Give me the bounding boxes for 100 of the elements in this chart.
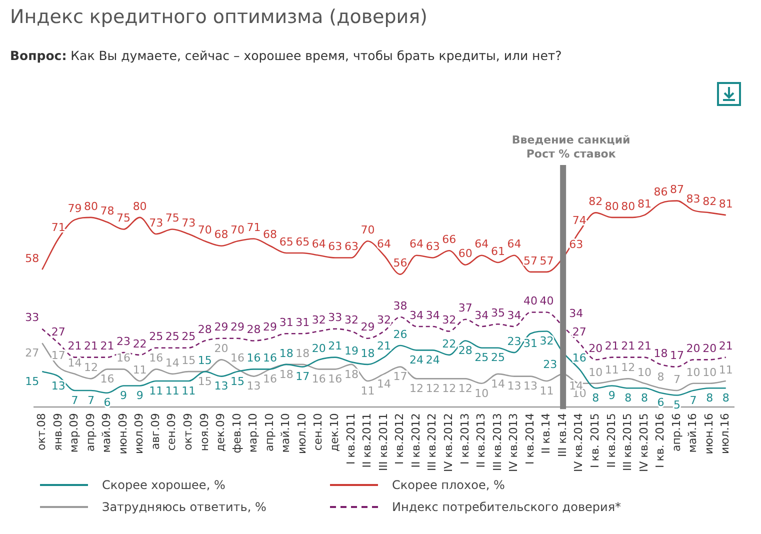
x-tick-label: мар.09 xyxy=(68,413,81,453)
data-label: 24 xyxy=(410,354,424,367)
data-label: 15 xyxy=(25,374,40,388)
data-label: 23 xyxy=(543,358,558,371)
x-tick-label: июн.09 xyxy=(116,413,130,454)
data-label: 21 xyxy=(377,340,391,353)
x-tick-label: июл.16 xyxy=(718,413,732,454)
data-label: 80 xyxy=(84,200,98,213)
data-label: 32 xyxy=(312,314,326,327)
x-tick-label: I кв. 2016 xyxy=(654,413,667,468)
data-label: 8 xyxy=(722,392,730,405)
data-label: 14 xyxy=(377,377,391,390)
data-label: 32 xyxy=(344,314,358,327)
data-label: 16 xyxy=(100,372,114,386)
data-label: 63 xyxy=(426,240,440,254)
data-label: 57 xyxy=(524,254,538,268)
x-tick-label: июл.10 xyxy=(295,413,308,454)
data-label: 6 xyxy=(104,396,111,410)
data-label: 60 xyxy=(458,247,472,260)
data-label: 9 xyxy=(136,389,144,402)
data-label: 64 xyxy=(507,238,522,251)
data-label: 13 xyxy=(51,380,66,393)
data-label: 81 xyxy=(637,197,652,210)
x-tick-label: III кв.14 xyxy=(556,413,569,457)
data-label: 13 xyxy=(524,380,538,393)
data-label: 28 xyxy=(246,323,261,336)
data-label: 11 xyxy=(165,384,180,398)
data-label: 11 xyxy=(718,363,733,376)
data-label: 32 xyxy=(442,314,456,327)
x-tick-label: окт.09 xyxy=(182,413,195,450)
data-label: 16 xyxy=(230,352,244,365)
x-tick-label: окт.08 xyxy=(35,413,48,450)
data-label: 11 xyxy=(182,384,196,398)
data-label: 15 xyxy=(198,374,212,388)
data-label: 12 xyxy=(426,382,440,396)
data-label: 21 xyxy=(621,340,636,353)
x-tick-label: III кв.2013 xyxy=(490,413,504,471)
x-tick-label: IV кв.2015 xyxy=(637,413,650,472)
data-label: 29 xyxy=(360,320,375,334)
data-label: 83 xyxy=(686,192,700,206)
x-tick-label: I кв.2011 xyxy=(344,413,358,464)
data-label: 82 xyxy=(702,195,717,208)
data-label: 33 xyxy=(25,311,40,324)
data-label: 17 xyxy=(51,349,66,362)
x-tick-label: I кв.2014 xyxy=(523,413,536,464)
data-label: 12 xyxy=(442,382,456,396)
data-label: 33 xyxy=(328,311,342,324)
x-tick-label: май.10 xyxy=(279,413,292,453)
data-label: 23 xyxy=(116,334,131,348)
data-label: 31 xyxy=(524,336,538,350)
data-label: 16 xyxy=(149,352,164,365)
data-label: 18 xyxy=(360,346,375,360)
data-label: 86 xyxy=(654,186,668,199)
x-tick-label: I кв.2013 xyxy=(458,413,472,464)
data-label: 31 xyxy=(279,316,294,329)
data-label: 18 xyxy=(296,346,310,360)
data-label: 10 xyxy=(474,386,489,400)
data-label: 32 xyxy=(377,314,391,327)
x-tick-label: апр.16 xyxy=(670,413,683,452)
data-label: 16 xyxy=(312,372,326,386)
x-tick-label: апр.09 xyxy=(84,413,97,452)
data-label: 21 xyxy=(718,340,733,353)
data-label: 34 xyxy=(410,308,424,322)
x-tick-label: мар.10 xyxy=(246,413,260,453)
x-tick-label: II кв.14 xyxy=(540,413,553,454)
data-label: 25 xyxy=(165,330,180,344)
data-label: 7 xyxy=(87,394,94,407)
data-label: 25 xyxy=(490,351,505,364)
data-label: 12 xyxy=(410,382,424,396)
data-label: 11 xyxy=(540,384,554,398)
data-label: 8 xyxy=(624,392,632,405)
data-label: 29 xyxy=(214,320,228,334)
data-label: 74 xyxy=(572,214,586,228)
data-label: 64 xyxy=(377,238,391,251)
legend-label: Индекс потребительского доверия* xyxy=(392,500,622,514)
data-label: 10 xyxy=(588,366,603,379)
data-label: 63 xyxy=(344,240,358,254)
data-label: 40 xyxy=(524,294,538,308)
data-label: 9 xyxy=(608,389,616,402)
data-label: 70 xyxy=(198,223,212,236)
data-label: 70 xyxy=(230,223,244,236)
x-tick-label: сен.10 xyxy=(312,413,325,451)
legend-label: Затрудняюсь ответить, % xyxy=(102,500,266,514)
data-label: 29 xyxy=(230,320,244,334)
chart-subtitle: Вопрос: Как Вы думаете, сейчас – хорошее время, чтобы брать кредиты, или нет? xyxy=(10,48,562,63)
data-label: 21 xyxy=(637,340,652,353)
data-label: 38 xyxy=(393,299,408,312)
data-label: 7 xyxy=(690,394,697,407)
data-label: 81 xyxy=(718,197,733,210)
x-tick-label: IV кв.2013 xyxy=(507,413,520,472)
data-label: 73 xyxy=(182,216,196,230)
data-label: 17 xyxy=(670,349,684,362)
data-label: 8 xyxy=(592,392,600,405)
legend-label: Скорее хорошее, % xyxy=(102,478,226,492)
x-tick-label: янв.09 xyxy=(51,413,64,451)
data-label: 27 xyxy=(572,325,586,338)
data-label: 82 xyxy=(588,195,603,208)
data-label: 20 xyxy=(686,342,700,356)
data-label: 10 xyxy=(702,366,717,379)
data-label: 8 xyxy=(657,370,664,384)
